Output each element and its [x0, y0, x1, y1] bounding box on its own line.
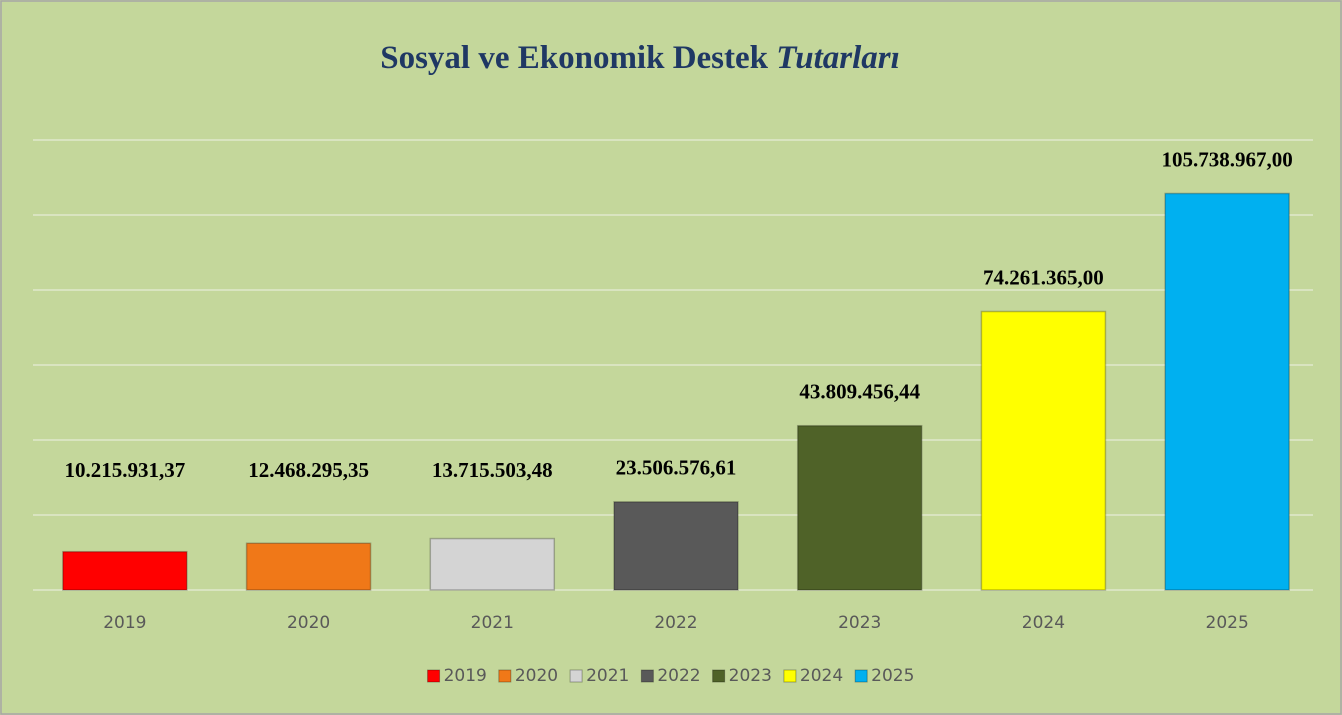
legend-swatch: [640, 669, 654, 683]
legend-label: 2020: [515, 666, 558, 686]
value-label: 13.715.503,48: [432, 458, 553, 482]
value-label: 43.809.456,44: [799, 380, 920, 404]
bar: [1164, 192, 1290, 591]
legend-swatch: [712, 669, 726, 683]
title-emphasis: Tutarları: [776, 40, 899, 76]
legend-swatch: [783, 669, 797, 683]
legend-swatch: [854, 669, 868, 683]
x-tick-label: 2019: [103, 613, 146, 633]
bar: [245, 542, 372, 591]
x-tick-label: 2023: [838, 613, 881, 633]
value-label: 23.506.576,61: [616, 456, 737, 480]
x-tick-label: 2024: [1022, 613, 1065, 633]
x-tick-label: 2020: [287, 613, 330, 633]
bar: [62, 550, 188, 591]
legend-label: 2023: [729, 666, 772, 686]
value-label: 12.468.295,35: [248, 458, 369, 482]
value-label: 10.215.931,37: [64, 458, 185, 482]
legend-swatch: [569, 669, 583, 683]
bar: [796, 424, 923, 591]
bar: [980, 310, 1107, 591]
legend-label: 2019: [444, 666, 487, 686]
x-tick-label: 2021: [471, 613, 514, 633]
legend-label: 2024: [800, 666, 843, 686]
x-tick-label: 2022: [654, 613, 697, 633]
legend-label: 2025: [871, 666, 914, 686]
value-label: 105.738.967,00: [1162, 147, 1293, 171]
legend-swatch: [427, 669, 441, 683]
value-label: 74.261.365,00: [983, 265, 1104, 289]
legend-label: 2021: [586, 666, 629, 686]
legend-swatch: [498, 669, 512, 683]
title-main: Sosyal ve Ekonomik Destek: [380, 40, 768, 76]
bar: [613, 501, 739, 591]
x-tick-label: 2025: [1206, 613, 1249, 633]
chart-title: Sosyal ve Ekonomik Destek Tutarları: [380, 40, 900, 76]
bar: [429, 537, 556, 591]
legend-label: 2022: [657, 666, 700, 686]
